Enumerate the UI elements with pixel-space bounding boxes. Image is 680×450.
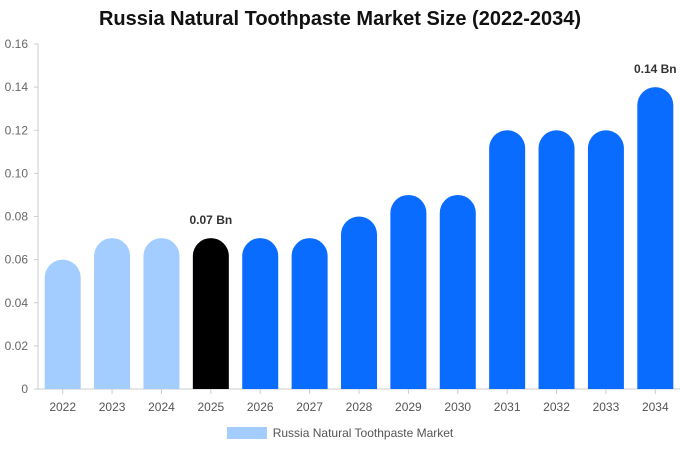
x-tick-label: 2032 [543,400,570,414]
x-tick-label: 2031 [494,400,521,414]
y-tick-label: 0 [21,382,28,396]
y-tick-label: 0.04 [5,296,29,310]
bar-2027[interactable] [291,238,328,389]
x-tick-label: 2027 [296,400,323,414]
legend-label: Russia Natural Toothpaste Market [272,426,454,440]
legend[interactable]: Russia Natural Toothpaste Market [0,426,680,440]
y-tick-label: 0.06 [5,253,29,267]
bar-2030[interactable] [439,194,476,389]
data-label: 0.07 Bn [190,213,233,227]
bar-2033[interactable] [587,130,624,390]
bar-2031[interactable] [489,130,526,389]
y-tick-label: 0.14 [5,80,29,94]
x-tick-label: 2028 [346,400,373,414]
bar-2032[interactable] [538,130,575,390]
x-tick-label: 2030 [444,400,471,414]
bar-2024[interactable] [143,238,180,389]
bar-2022[interactable] [44,259,81,389]
data-labels: 0.07 Bn 0.14 Bn [190,62,677,227]
chart-title: Russia Natural Toothpaste Market Size (2… [98,8,582,30]
x-tick-label: 2023 [99,400,126,414]
data-label: 0.14 Bn [634,62,677,76]
y-tick-label: 0.08 [5,210,29,224]
bar-2029[interactable] [390,194,427,389]
x-tick-label: 2024 [148,400,175,414]
y-tick-label: 0.10 [5,166,29,180]
bars [44,87,674,390]
bar-2025[interactable] [192,238,229,389]
x-axis: 2022 2023 2024 2025 2026 2027 2028 2029 2030 2031… [38,388,680,414]
x-tick-label: 2034 [642,400,669,414]
x-tick-label: 2025 [197,400,224,414]
y-tick-label: 0.12 [5,123,29,137]
x-tick-label: 2033 [593,400,620,414]
bar-2034[interactable] [637,87,674,389]
x-tick-label: 2022 [49,400,76,414]
bar-2023[interactable] [94,238,131,389]
y-tick-label: 0.02 [5,339,29,353]
bar-2026[interactable] [242,238,279,389]
x-tick-label: 2029 [395,400,422,414]
bar-2028[interactable] [341,216,377,390]
legend-swatch [226,427,267,439]
x-tick-label: 2026 [247,400,274,414]
y-axis: 0 0.02 0.04 0.06 0.08 0.10 0.12 0.14 0.16 [5,37,39,396]
y-tick-label: 0.16 [5,37,29,51]
